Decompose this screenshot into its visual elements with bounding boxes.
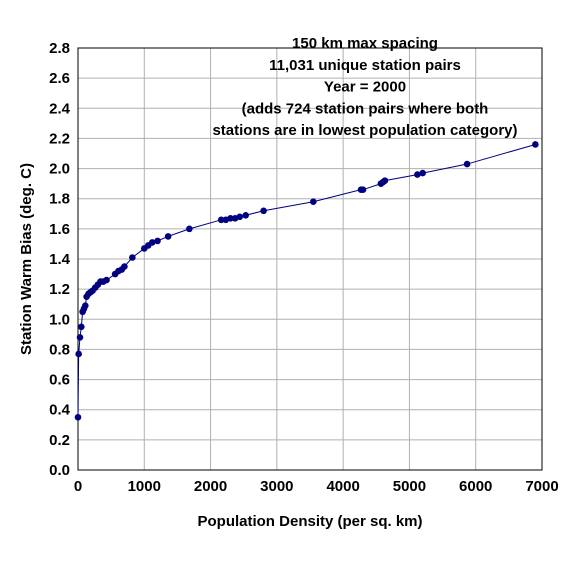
x-tick-label: 3000 [260,478,293,495]
x-tick-label: 1000 [128,478,161,495]
y-tick-label: 2.8 [49,40,70,57]
y-tick-label: 1.4 [49,251,71,268]
data-point [76,334,84,341]
data-point [242,211,250,219]
y-tick-label: 0.2 [49,432,70,449]
data-point [81,302,89,310]
y-tick-label: 1.8 [49,191,70,208]
data-point [419,169,426,177]
data-point [103,276,110,284]
data-series [74,141,539,421]
data-point [78,323,85,331]
data-point [148,239,156,246]
annotation-line: 11,031 unique station pairs [269,57,461,74]
plot-frame [77,47,543,471]
y-tick-label: 1.2 [49,281,70,298]
data-point [129,254,136,261]
x-tick-label: 5000 [393,478,426,495]
annotation-line: 150 km max spacing [292,35,438,52]
tick-labels: 0 1000 2000 3000 4000 5000 6000 7000 0.0 0.2 0.4 0.… [49,40,559,495]
data-point [217,216,225,224]
annotation-line: Year = 2000 [324,79,406,96]
x-tick-label: 4000 [326,478,359,495]
y-tick-label: 2.6 [49,70,70,87]
data-point [154,237,161,245]
y-tick-label: 0.4 [49,402,71,419]
x-tick-label: 0 [74,478,82,495]
data-point [74,413,82,421]
y-tick-label: 2.0 [49,161,70,178]
data-point [164,233,172,240]
series-line [77,143,536,418]
x-tick-label: 2000 [194,478,227,495]
y-tick-label: 1.6 [49,221,70,238]
y-tick-label: 0.8 [49,341,70,358]
data-point [75,350,82,358]
data-point [260,207,267,215]
data-point [186,225,193,233]
data-point [359,186,367,193]
annotation: 150 km max spacing 11,031 unique station … [212,35,517,139]
y-tick-label: 0.6 [49,372,70,389]
annotation-line: stations are in lowest population catego… [212,122,517,139]
x-tick-label: 6000 [459,478,492,495]
data-point [310,198,317,206]
y-tick-label: 2.4 [49,100,71,117]
x-tick-label: 7000 [525,478,558,495]
y-axis-label: Station Warm Bias (deg. C) [18,163,35,355]
data-point [227,215,234,222]
data-point [121,263,128,270]
data-point [236,213,244,221]
data-point [414,171,421,178]
x-axis-label: Population Density (per sq. km) [197,513,422,530]
data-point [463,160,471,168]
y-tick-label: 2.2 [49,130,70,147]
annotation-line: (adds 724 station pairs where both [242,100,489,117]
data-point [532,141,539,148]
y-tick-label: 0.0 [49,462,70,479]
data-point [381,177,389,184]
y-tick-label: 1.0 [49,311,70,328]
